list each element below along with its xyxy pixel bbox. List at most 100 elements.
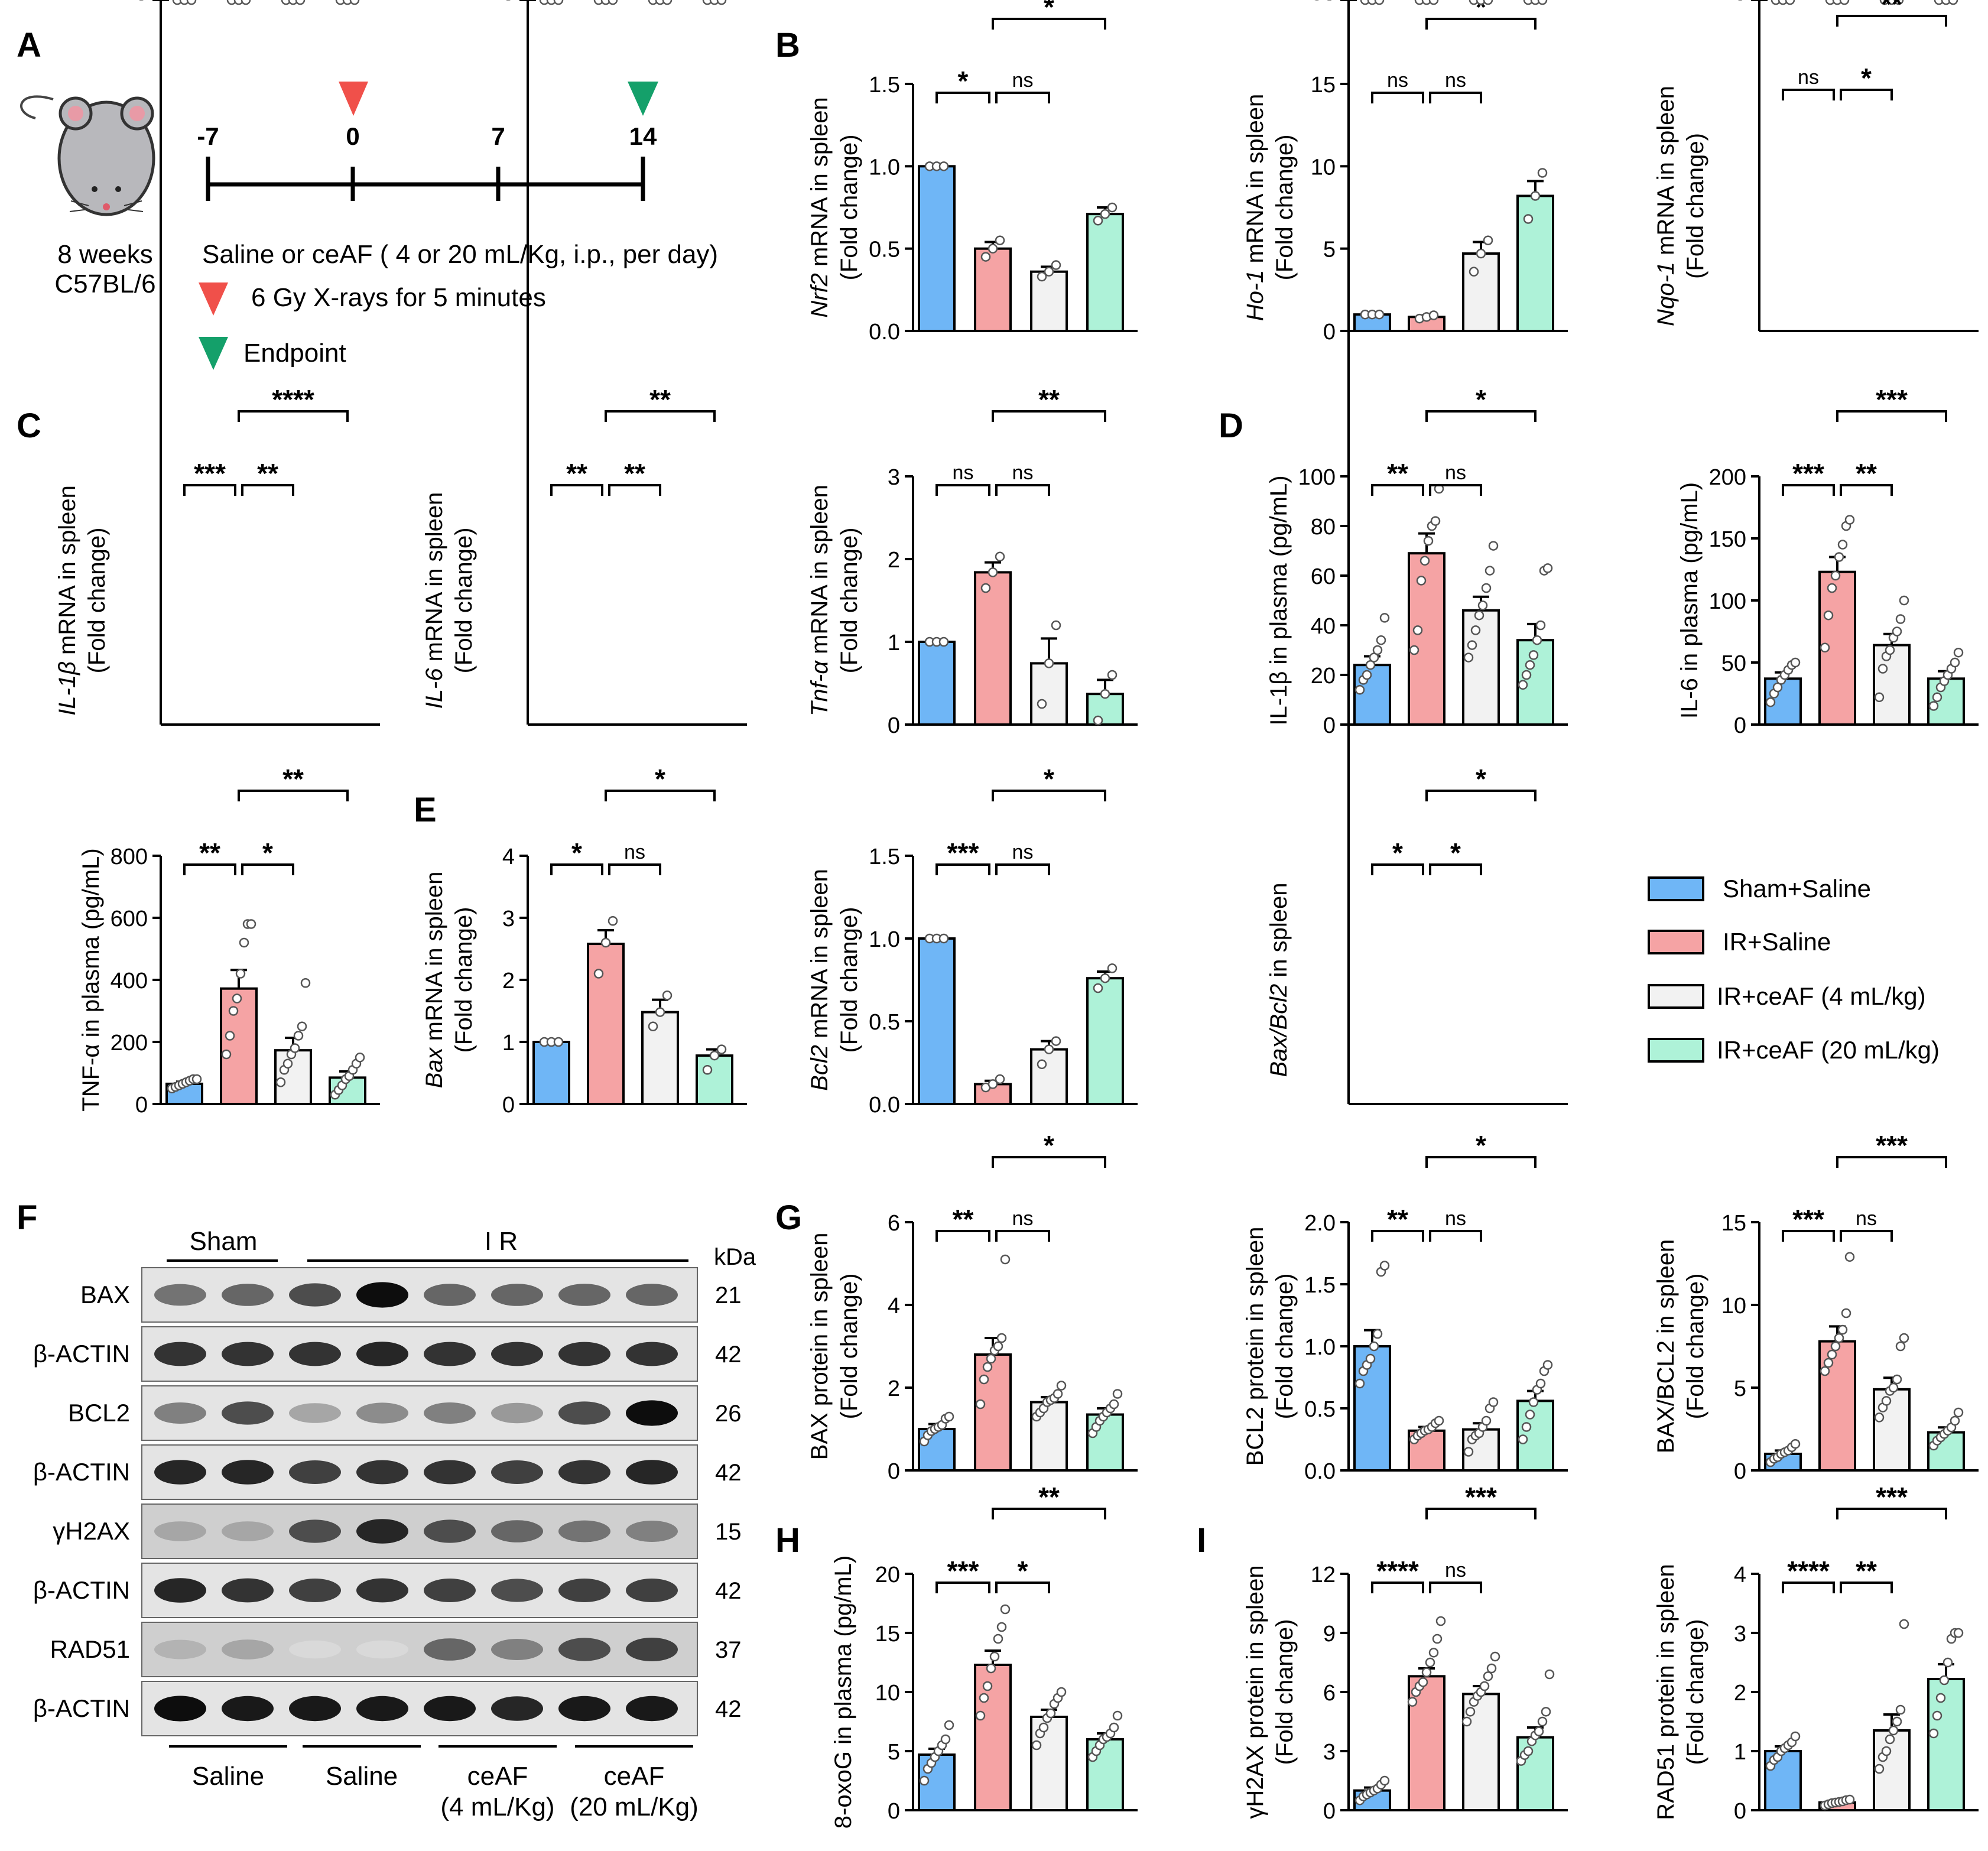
significance-bracket [605,410,716,422]
significance-label: ** [649,384,671,415]
y-tick-label: 800 [111,845,148,869]
bar [1927,1678,1965,1811]
data-point [1893,0,1904,5]
significance-bracket [935,484,990,496]
significance-bracket [1429,484,1482,496]
y-tick-label: 5 [888,1740,900,1765]
blot-band [491,1696,543,1721]
data-point [1935,1693,1946,1703]
y-tick-label: 1.0 [869,155,900,180]
significance-label: *** [947,837,979,868]
data-point [1031,1740,1042,1751]
data-point [1830,570,1841,581]
data-point [1790,657,1801,668]
data-point [608,0,618,5]
significance-label: ns [1445,1207,1466,1230]
data-point [1372,645,1383,655]
y-axis-label-text: γH2AX protein in spleen [1242,1565,1268,1818]
data-point [1820,642,1830,653]
panel-letter-b: B [775,26,800,64]
data-point [940,1734,951,1745]
blot-band [558,1579,610,1602]
data-point [342,0,353,5]
data-point [1844,515,1855,525]
data-point [293,1031,304,1041]
legend-label: IR+Saline [1723,928,1831,956]
data-point [1100,209,1110,219]
significance-label: * [1861,63,1872,93]
y-tick-label: 6 [888,1211,900,1236]
data-point [1477,600,1488,610]
y-axis-label-secondary: (Fold change) [836,135,862,281]
blot-band [558,1638,610,1661]
data-point [1354,684,1365,695]
y-tick-label: 0.5 [869,238,900,262]
blot-kda-value: 26 [715,1401,742,1427]
blot-band [356,1460,408,1485]
data-point [1428,1648,1439,1658]
y-tick-label: 0 [1323,1799,1336,1824]
significance-bracket [1836,1508,1947,1519]
bar [1086,213,1124,332]
data-point [1056,1687,1067,1697]
y-axis-label-gene: Tnf-α [807,660,833,716]
significance-bracket [1425,410,1537,422]
y-tick-label: 15 [1311,73,1336,98]
data-point [1895,1341,1906,1352]
blot-band [222,1342,274,1366]
data-point [1928,1728,1939,1739]
significance-label: ns [1012,841,1034,863]
blot-band [491,1402,543,1424]
y-axis-label-text: mRNA in spleen [421,872,447,1048]
y-tick-label: 0.5 [869,1010,900,1035]
treatment-description: Saline or ceAF ( 4 or 20 mL/Kg, i.p., pe… [202,240,718,269]
data-point [1051,1036,1061,1046]
y-axis-label-text: BAX/BCL2 in spleen [1653,1239,1679,1453]
y-axis-label-secondary: (Fold change) [836,528,862,674]
significance-label: * [571,837,582,868]
significance-label: **** [1787,1556,1830,1586]
data-point [1832,0,1843,5]
data-point [1037,699,1047,709]
data-point [1528,1397,1539,1407]
bar [220,987,258,1105]
y-tick-label: 1.0 [1304,1335,1336,1360]
data-point [1928,701,1939,711]
data-point [1038,1722,1049,1733]
blot-group-label: Saline [192,1762,264,1791]
blot-band [289,1403,341,1423]
data-point [1465,1707,1476,1717]
data-point [1953,647,1964,658]
data-point [944,1720,954,1730]
y-axis-label-text: mRNA in spleen [54,485,80,661]
y-axis-label-text: mRNA in spleen [807,97,833,273]
data-point [993,1634,1003,1644]
panel-letter-c: C [17,407,41,445]
data-point [1895,614,1906,624]
y-axis-label-text: mRNA in spleen [807,869,833,1045]
data-point [1107,670,1118,680]
blot-band [222,1460,274,1485]
data-point [1093,216,1103,226]
y-tick-label: 16 [1721,0,1746,5]
blot-band [356,1696,408,1722]
significance-label: ns [624,841,645,863]
blot-band [289,1696,341,1722]
chart-rad51_protein: 0 1 2 3 4 RAD51 protein in spleen (Fold change… [1653,1482,1979,1824]
data-point [1051,260,1061,270]
irradiation-legend: 6 Gy X-rays for 5 minutes [251,283,546,312]
data-point [275,1077,286,1087]
significance-bracket [992,1508,1106,1519]
y-axis-label-text: mRNA in spleen [807,485,833,661]
significance-label: * [1476,1130,1486,1161]
y-tick-label: 0 [1734,713,1746,738]
panel-letter-a: A [17,26,41,64]
blot-band [558,1520,610,1542]
significance-bracket [1371,484,1424,496]
chart-baxbcl2_protein: 0 5 10 15 BAX/BCL2 in spleen (Fold change) ***… [1653,1130,1979,1484]
data-point [1367,0,1378,5]
chart-bcl2_mrna: 0.0 0.5 1.0 1.5 Bcl2 mRNA in spleen (Fold cha… [807,764,1138,1118]
data-point [1837,540,1848,550]
data-point [228,1006,239,1016]
